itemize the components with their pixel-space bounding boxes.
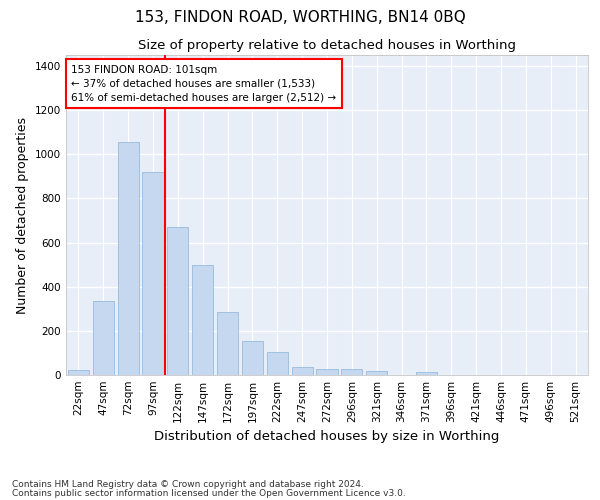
Bar (118, 142, 139, 375)
Bar (167, 227, 188, 375)
Bar (217, 312, 238, 375)
Bar (142, 172, 164, 375)
Bar (292, 367, 313, 375)
Bar (341, 370, 362, 375)
Bar (68, 370, 89, 375)
Text: Contains HM Land Registry data © Crown copyright and database right 2024.: Contains HM Land Registry data © Crown c… (12, 480, 364, 489)
Text: 153, FINDON ROAD, WORTHING, BN14 0BQ: 153, FINDON ROAD, WORTHING, BN14 0BQ (134, 10, 466, 25)
X-axis label: Distribution of detached houses by size in Worthing: Distribution of detached houses by size … (154, 430, 500, 444)
Y-axis label: Number of detached properties: Number of detached properties (16, 116, 29, 314)
Bar (242, 341, 263, 375)
Bar (366, 371, 387, 375)
Bar (93, 301, 114, 375)
Title: Size of property relative to detached houses in Worthing: Size of property relative to detached ho… (138, 40, 516, 52)
Bar (316, 370, 338, 375)
Bar (267, 352, 288, 375)
Bar (192, 264, 213, 375)
Text: 153 FINDON ROAD: 101sqm
← 37% of detached houses are smaller (1,533)
61% of semi: 153 FINDON ROAD: 101sqm ← 37% of detache… (71, 64, 337, 102)
Text: Contains public sector information licensed under the Open Government Licence v3: Contains public sector information licen… (12, 490, 406, 498)
Bar (416, 372, 437, 375)
